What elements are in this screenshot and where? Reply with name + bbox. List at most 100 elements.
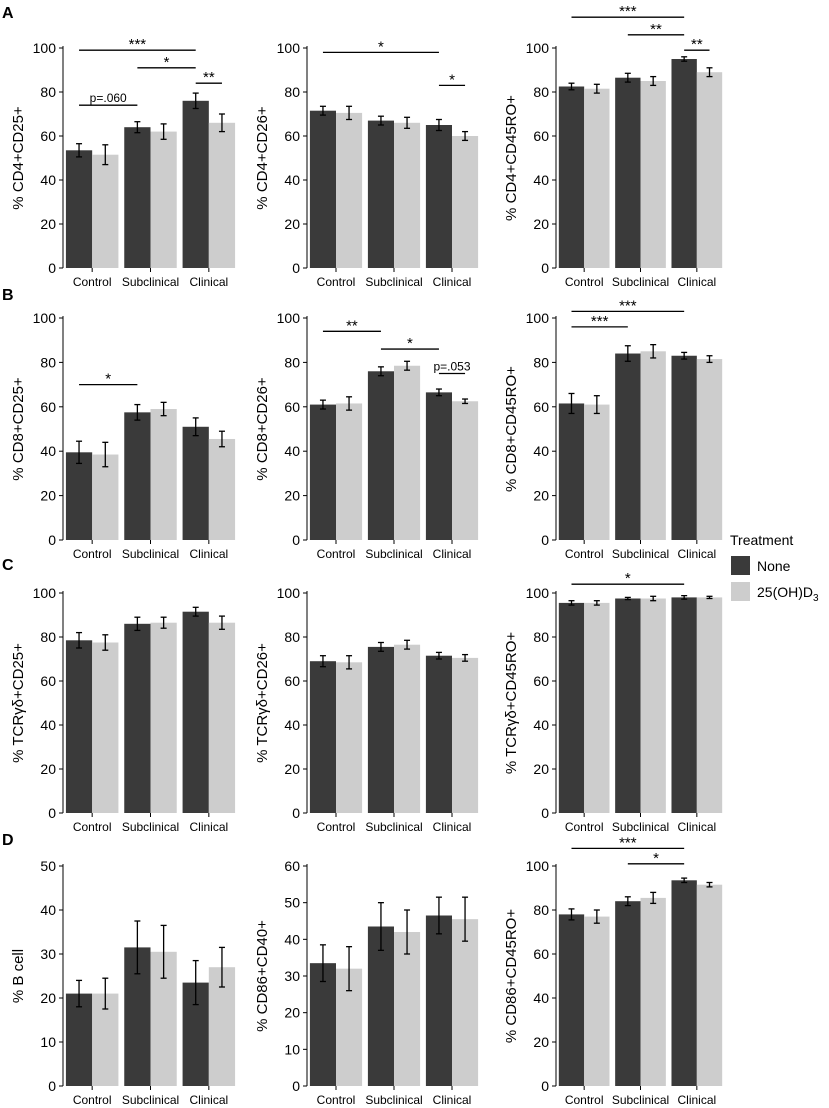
x-tick-label-d3: Subclinical [612,1093,669,1107]
legend-label-treated-main: 25(OH)D [757,584,813,600]
significance-label-b2: p=.053 [433,360,470,374]
bar-c2-treated [336,662,363,813]
bar-c1-treated [92,642,119,813]
y-axis-label-b1: % CD8+CD25+ [10,377,27,481]
x-tick-label-a2: Subclinical [365,275,422,289]
y-axis-label-a3: % CD4+CD45RO+ [503,95,520,221]
bar-a3-none [615,77,641,268]
x-tick-label-c1: Subclinical [122,820,179,834]
row-label-d: D [2,832,14,849]
y-tick-label-b2: 100 [277,310,301,326]
y-tick-label-a1: 20 [40,216,56,232]
y-tick-label-c1: 20 [40,761,56,777]
y-tick-label-b2: 80 [284,354,300,370]
panel-d3: 0 20 40 60 80 100 % CD86+CD45RO+ Control Subclin… [503,834,723,1107]
bar-b1-none [124,412,151,540]
panel-a3: 0 20 40 60 80 100 % CD4+CD45RO+ Control Subclini… [503,3,723,289]
bar-c1-treated [208,622,236,813]
significance-label-b3: *** [619,297,637,314]
x-tick-label-b3: Clinical [677,547,716,561]
bar-c1-none [65,640,93,813]
y-tick-label-b3: 60 [533,399,549,415]
y-tick-label-b1: 100 [33,310,57,326]
x-tick-label-a2: Control [317,275,356,289]
y-tick-label-d2: 60 [284,858,300,874]
bar-c3-none [615,598,641,813]
y-tick-label-c2: 100 [277,585,301,601]
y-tick-label-c2: 80 [284,629,300,645]
y-tick-label-b3: 0 [541,532,549,548]
y-tick-label-d3: 40 [533,990,549,1006]
y-tick-label-b2: 60 [284,399,300,415]
bar-b2-none [309,404,336,540]
y-tick-label-a3: 40 [533,172,549,188]
bar-c1-treated [150,622,177,813]
y-tick-label-c3: 60 [533,673,549,689]
x-tick-label-c1: Clinical [189,820,228,834]
bar-a2-none [309,110,336,268]
bar-c3-treated [640,598,666,813]
y-axis-label-d1: % B cell [10,949,27,1003]
bar-c3-none [671,597,697,813]
row-label-a: A [2,5,14,22]
bar-a3-none [558,86,585,268]
panel-b3: 0 20 40 60 80 100 % CD8+CD45RO+ Control Subclini… [503,297,723,561]
bar-a2-none [425,125,452,268]
x-tick-label-b1: Control [73,547,112,561]
x-tick-label-b1: Subclinical [122,547,179,561]
bar-b3-none [615,353,641,540]
significance-label-b2: * [407,335,413,352]
y-tick-label-a2: 20 [284,216,300,232]
y-tick-label-b2: 0 [292,532,300,548]
y-axis-label-c3: % TCRγδ+CD45RO+ [503,632,520,775]
significance-label-b1: * [105,371,111,388]
bar-b3-treated [640,351,666,540]
y-tick-label-d3: 60 [533,946,549,962]
bar-c3-treated [584,602,610,813]
x-tick-label-b2: Control [317,547,356,561]
bar-a1-none [124,127,151,268]
significance-label-b2: ** [346,317,358,334]
bar-d3-treated [696,884,723,1086]
bar-d3-none [558,914,585,1086]
y-tick-label-d3: 0 [541,1078,549,1094]
x-tick-label-b2: Clinical [433,547,472,561]
bar-b2-none [367,371,394,540]
bar-a2-treated [336,112,363,269]
panel-d2: 0 10 20 30 40 50 60 % CD86+CD40+ Control Subclini… [254,858,479,1107]
y-tick-label-c1: 100 [33,585,57,601]
significance-label-a1: *** [129,36,147,53]
y-tick-label-d2: 40 [284,931,300,947]
bar-c2-treated [394,644,421,813]
bar-b1-none [182,426,209,540]
x-tick-label-c3: Control [565,820,604,834]
y-tick-label-d1: 10 [40,1034,56,1050]
bar-c1-none [182,611,209,813]
y-tick-label-c1: 40 [40,717,56,733]
y-tick-label-d3: 20 [533,1034,549,1050]
bar-d3-none [615,901,641,1086]
bar-d2-none [367,926,394,1086]
panel-a2: 0 20 40 60 80 100 % CD4+CD26+ Control Subclinica… [254,38,479,289]
y-tick-label-a2: 40 [284,172,300,188]
bar-a1-none [65,150,93,268]
y-tick-label-a2: 100 [277,40,301,56]
y-tick-label-a3: 60 [533,128,549,144]
x-tick-label-a3: Clinical [677,275,716,289]
bar-d3-treated [640,897,666,1086]
bar-b2-none [425,392,452,540]
bar-a3-none [671,59,697,268]
y-tick-label-b2: 40 [284,443,300,459]
bar-b3-treated [696,359,723,540]
x-tick-label-a1: Subclinical [122,275,179,289]
panel-c3: 0 20 40 60 80 100 % TCRγδ+CD45RO+ Control Subcli… [503,570,723,834]
x-tick-label-d1: Control [73,1093,112,1107]
bar-b2-treated [394,365,421,540]
x-tick-label-c2: Subclinical [365,820,422,834]
x-tick-label-c3: Subclinical [612,820,669,834]
bar-d3-none [671,880,697,1086]
x-tick-label-b2: Subclinical [365,547,422,561]
significance-label-c3: * [625,570,631,587]
y-tick-label-a1: 40 [40,172,56,188]
